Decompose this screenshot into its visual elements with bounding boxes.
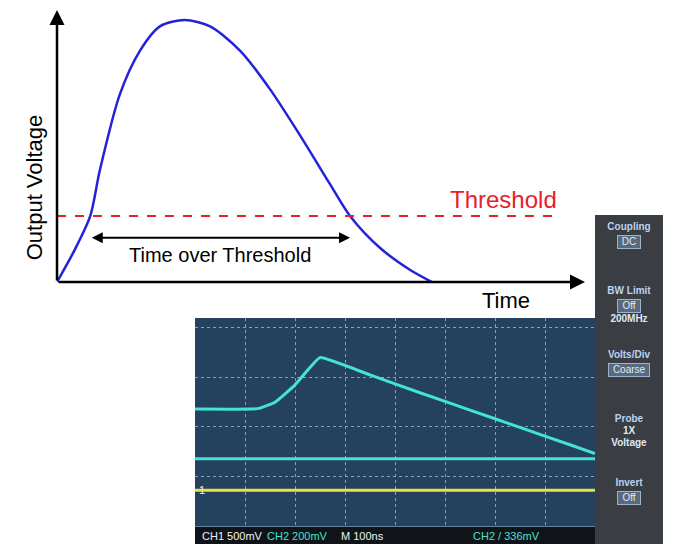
svg-text:M 100ns: M 100ns: [341, 530, 384, 542]
html-text:Off: Off: [622, 492, 636, 503]
html-text:BW Limit: BW Limit: [607, 285, 651, 296]
svg-text:CH2 / 336mV: CH2 / 336mV: [473, 530, 540, 542]
svg-text:Time over Threshold: Time over Threshold: [129, 244, 311, 266]
svg-text:Output Voltage: Output Voltage: [22, 115, 47, 261]
svg-text:CH1 500mV: CH1 500mV: [202, 530, 263, 542]
svg-text:1: 1: [199, 484, 205, 496]
svg-text:Time: Time: [482, 288, 530, 313]
html-text:DC: DC: [621, 236, 637, 247]
html-text:200MHz: 200MHz: [610, 313, 648, 324]
html-text:Probe: Probe: [614, 413, 644, 424]
html-text:Coarse: Coarse: [612, 364, 646, 375]
svg-text:Threshold: Threshold: [450, 186, 557, 213]
html-text:1X: 1X: [622, 425, 636, 436]
svg-text:CH2 200mV: CH2 200mV: [267, 530, 328, 542]
html-text:Volts/Div: Volts/Div: [608, 349, 650, 360]
html-text:Voltage: Voltage: [611, 437, 647, 448]
html-text:Invert: Invert: [615, 477, 643, 488]
html-text:Off: Off: [622, 300, 636, 311]
html-text:Coupling: Coupling: [607, 221, 651, 232]
